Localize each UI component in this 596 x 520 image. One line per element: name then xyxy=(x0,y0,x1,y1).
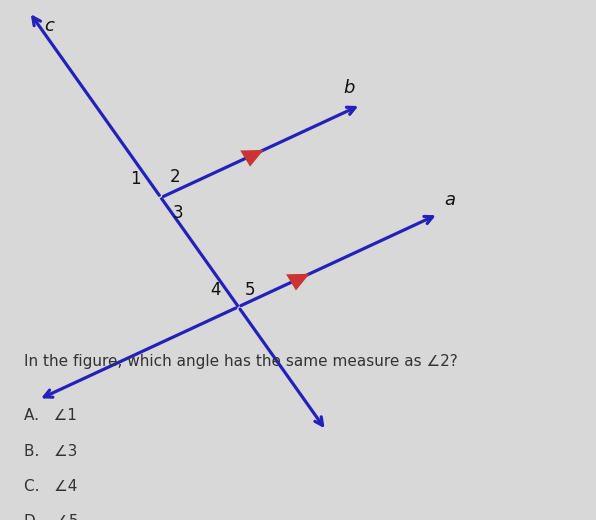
Text: 5: 5 xyxy=(245,281,256,299)
Text: a: a xyxy=(445,191,455,209)
Text: B.   ∠3: B. ∠3 xyxy=(24,444,77,459)
Text: D.   ∠5: D. ∠5 xyxy=(24,514,78,520)
Text: 2: 2 xyxy=(170,168,181,186)
Text: 4: 4 xyxy=(210,281,221,299)
Polygon shape xyxy=(240,150,263,166)
Text: 1: 1 xyxy=(130,170,141,188)
Text: b: b xyxy=(343,79,355,97)
Text: C.   ∠4: C. ∠4 xyxy=(24,479,77,494)
Text: 3: 3 xyxy=(172,203,183,222)
Text: c: c xyxy=(44,17,54,35)
Text: In the figure, which angle has the same measure as ∠2?: In the figure, which angle has the same … xyxy=(24,354,458,369)
Text: A.   ∠1: A. ∠1 xyxy=(24,408,77,423)
Polygon shape xyxy=(286,274,309,291)
